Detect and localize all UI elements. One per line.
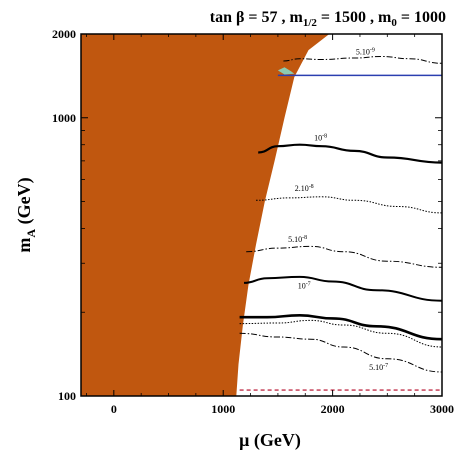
plot-frame	[80, 33, 443, 397]
x-tick-label-0: 0	[111, 402, 117, 416]
contour-line-4	[243, 275, 442, 302]
excluded-region	[81, 34, 330, 396]
contour-line-2	[255, 196, 442, 214]
contour-label-2: 2.10-8	[295, 184, 314, 193]
axis-ticks: 0 1000 2000 3000 100 1000 2000	[52, 27, 454, 416]
contour-label-0: 5.10-9	[356, 47, 375, 56]
contour-line-1	[258, 143, 442, 164]
x-tick-label-2: 2000	[321, 402, 345, 416]
plot-content: 5.10-9 10-8 2.10-8 5.10-8 10-7 5.10-7	[81, 34, 442, 396]
contour-line-0	[283, 55, 442, 64]
contour-line-5	[239, 313, 442, 341]
x-axis-label: μ (GeV)	[239, 430, 301, 451]
y-tick-label-1: 1000	[52, 111, 76, 125]
y-tick-label-2: 2000	[52, 27, 76, 41]
contour-label-1: 10-8	[314, 133, 327, 142]
chart-title: tan β = 57 , m1/2 = 1500 , m0 = 1000	[210, 9, 446, 29]
contour-label-7: 5.10-7	[369, 363, 388, 372]
cyan-region	[277, 67, 295, 75]
contour-line-7	[239, 332, 442, 373]
contour-label-3: 5.10-8	[288, 235, 307, 244]
x-tick-label-3: 3000	[430, 402, 454, 416]
y-tick-label-0: 100	[58, 389, 76, 403]
plot-area: 5.10-9 10-8 2.10-8 5.10-8 10-7 5.10-7	[81, 34, 442, 396]
contour-line-3	[246, 245, 442, 268]
contour-label-4: 10-7	[298, 282, 311, 291]
x-tick-label-1: 1000	[211, 402, 235, 416]
y-axis-label: mA (GeV)	[14, 177, 38, 252]
